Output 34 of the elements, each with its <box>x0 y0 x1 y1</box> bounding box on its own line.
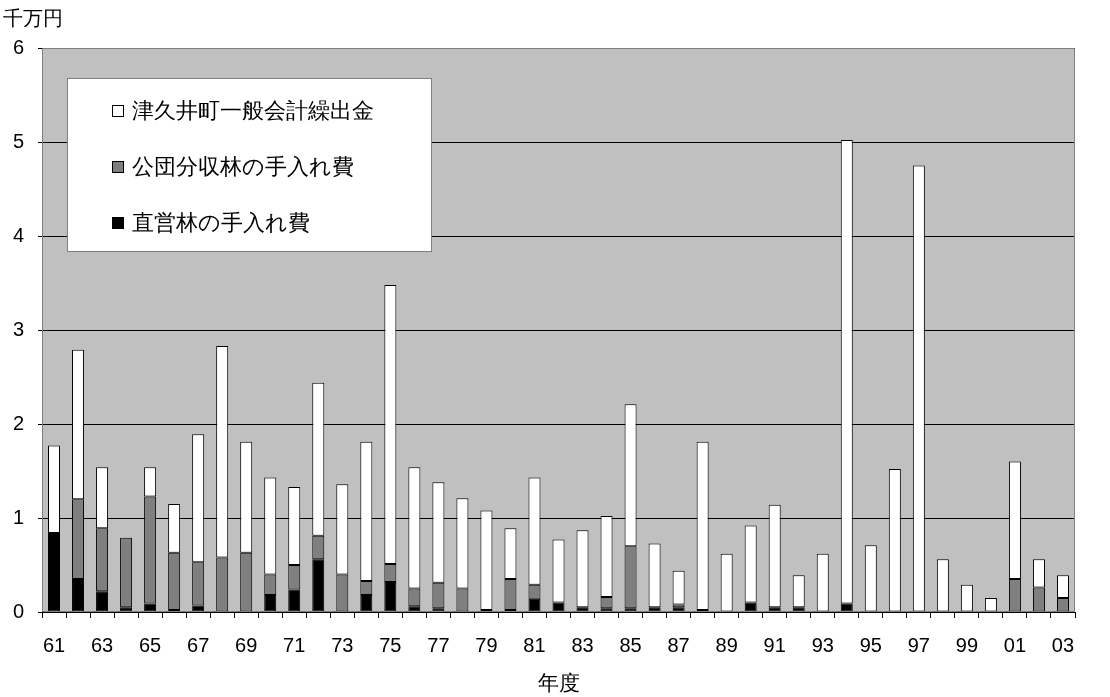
x-tick-label: 63 <box>90 633 114 656</box>
x-tick-label: 03 <box>1051 633 1075 656</box>
x-tick-label: 61 <box>42 633 66 656</box>
y-tick-label: 4 <box>12 223 24 246</box>
y-tick-label: 5 <box>12 129 24 152</box>
y-tick-label: 3 <box>12 317 24 340</box>
x-tick-label: 83 <box>571 633 594 656</box>
x-tick-label: 65 <box>138 633 162 656</box>
x-tick-label: 79 <box>475 633 498 656</box>
y-tick-label: 2 <box>12 411 24 434</box>
x-tick-label: 91 <box>763 633 786 656</box>
legend-label: 直営林の手入れ費 <box>132 209 310 237</box>
legend-label: 公団分収林の手入れ費 <box>132 153 354 181</box>
x-tick-label: 73 <box>331 633 354 656</box>
legend-label: 津久井町一般会計繰出金 <box>132 97 374 125</box>
x-tick-label: 97 <box>907 633 930 656</box>
x-tick-label: 99 <box>955 633 979 656</box>
x-axis-title: 年度 <box>537 671 580 695</box>
x-tick-label: 85 <box>619 633 642 656</box>
x-tick-label: 87 <box>667 633 690 656</box>
x-tick-label: 77 <box>427 633 450 656</box>
x-tick-label: 93 <box>811 633 834 656</box>
y-tick-label: 0 <box>12 599 24 622</box>
x-tick-label: 71 <box>283 633 306 656</box>
x-tick-label: 81 <box>523 633 546 656</box>
x-tick-label: 75 <box>379 633 402 656</box>
x-tick-label: 95 <box>859 633 882 656</box>
x-tick-label: 69 <box>235 633 258 656</box>
x-tick-label: 89 <box>715 633 738 656</box>
x-tick-label: 67 <box>187 633 210 656</box>
y-tick-label: 1 <box>12 505 24 528</box>
y-tick-label: 6 <box>12 35 24 58</box>
y-axis-title: 千万円 <box>3 6 63 30</box>
x-tick-label: 01 <box>1003 633 1027 656</box>
